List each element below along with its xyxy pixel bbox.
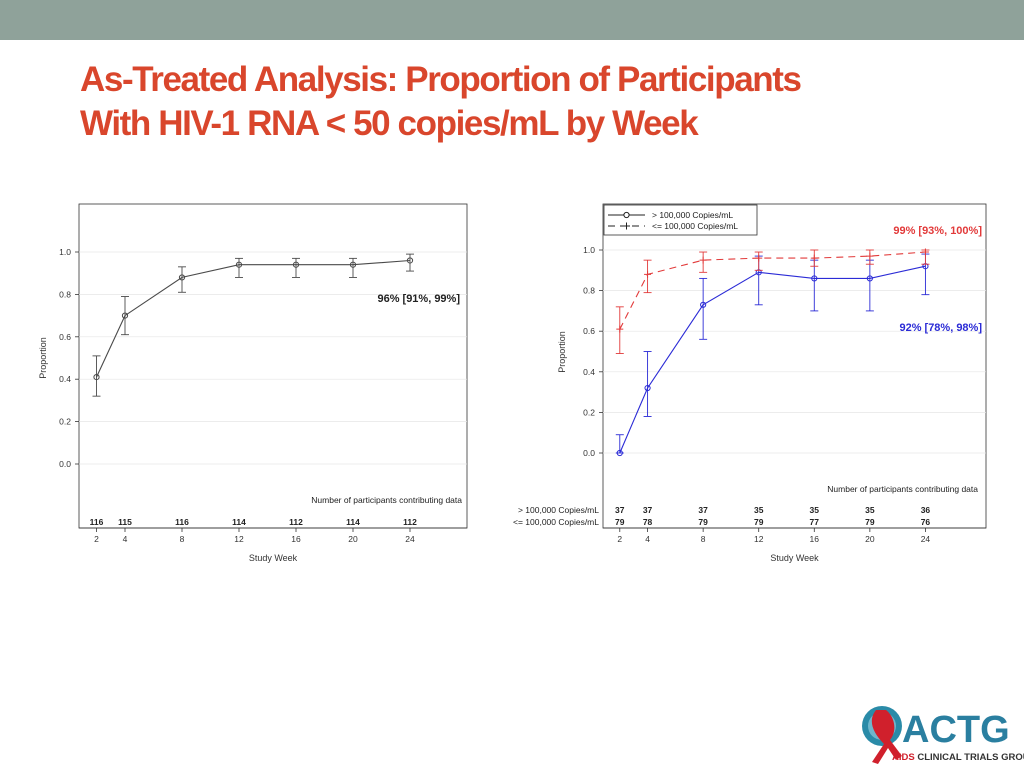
y-tick-label: 0.4 — [59, 374, 71, 384]
y-tick-label: 0.0 — [59, 459, 71, 469]
legend-box — [603, 204, 758, 236]
slide-title: As-Treated Analysis: Proportion of Parti… — [80, 58, 980, 146]
y-tick-label: 0.6 — [583, 326, 595, 336]
overall-result-annotation: 96% [91%, 99%] — [377, 293, 460, 305]
participant-count: 114 — [232, 517, 246, 527]
ribbon-icon — [862, 706, 902, 764]
y-axis-label: Proportion — [38, 337, 48, 379]
data-point — [866, 252, 874, 260]
x-tick-label: 4 — [645, 534, 650, 544]
participant-count: 35 — [810, 505, 820, 515]
data-point — [349, 261, 357, 268]
actg-logo: ACTG AIDS CLINICAL TRIALS GROUP — [862, 706, 1024, 764]
counts-row-label: <= 100,000 Copies/mL — [513, 517, 599, 527]
data-point — [866, 275, 873, 282]
participant-count: 114 — [346, 517, 360, 527]
participant-count: 35 — [865, 505, 875, 515]
data-point — [699, 256, 707, 264]
y-tick-label: 0.4 — [583, 367, 595, 377]
legend-label: > 100,000 Copies/mL — [652, 210, 733, 220]
x-axis-label: Study Week — [249, 553, 298, 563]
top-banner — [0, 0, 1024, 40]
participant-count: 79 — [865, 517, 875, 527]
title-line-1: As-Treated Analysis: Proportion of Parti… — [80, 60, 802, 99]
y-tick-label: 0.8 — [583, 286, 595, 296]
counts-caption: Number of participants contributing data — [827, 484, 978, 494]
participant-count: 112 — [403, 517, 417, 527]
data-point — [406, 257, 414, 264]
participant-count: 79 — [615, 517, 625, 527]
y-tick-label: 0.2 — [59, 417, 71, 427]
data-point — [755, 254, 763, 262]
high-vl-result-annotation: 92% [78%, 98%] — [899, 322, 982, 334]
x-tick-label: 12 — [234, 534, 244, 544]
participant-count: 79 — [698, 517, 708, 527]
logo-wordmark: ACTG — [902, 709, 1010, 751]
participant-count: 112 — [289, 517, 303, 527]
y-tick-label: 1.0 — [59, 247, 71, 257]
x-tick-label: 12 — [754, 534, 764, 544]
logo-tagline-rest: CLINICAL TRIALS GROUP — [915, 752, 1024, 763]
y-tick-label: 1.0 — [583, 245, 595, 255]
data-point — [178, 274, 186, 281]
data-point — [921, 248, 929, 256]
participant-count: 115 — [118, 517, 132, 527]
data-point — [93, 373, 100, 381]
participant-count: 79 — [754, 517, 764, 527]
x-tick-label: 20 — [348, 534, 358, 544]
data-point — [292, 261, 300, 268]
x-tick-label: 4 — [123, 534, 128, 544]
y-tick-label: 0.8 — [59, 289, 71, 299]
legend-label: <= 100,000 Copies/mL — [652, 221, 738, 231]
title-line-2: With HIV-1 RNA < 50 copies/mL by Week — [80, 104, 699, 143]
participant-count: 77 — [810, 517, 820, 527]
x-axis-label: Study Week — [770, 553, 819, 563]
data-point — [644, 270, 652, 278]
participant-count: 78 — [643, 517, 653, 527]
y-tick-label: 0.6 — [59, 332, 71, 342]
participant-count: 37 — [615, 505, 625, 515]
data-point — [811, 275, 818, 282]
data-point — [700, 301, 707, 308]
x-tick-label: 2 — [617, 534, 622, 544]
x-tick-label: 20 — [865, 534, 875, 544]
x-tick-label: 2 — [94, 534, 99, 544]
participant-count: 37 — [643, 505, 653, 515]
legend-marker — [623, 222, 630, 230]
y-tick-label: 0.0 — [583, 448, 595, 458]
data-point — [235, 261, 243, 268]
plot-frame — [602, 203, 987, 529]
x-tick-label: 8 — [701, 534, 706, 544]
logo-tagline-aids: AIDS — [892, 752, 915, 763]
participant-count: 35 — [754, 505, 764, 515]
series-line-0 — [619, 265, 926, 454]
participant-count: 76 — [921, 517, 931, 527]
data-point — [616, 449, 623, 457]
x-tick-label: 24 — [921, 534, 931, 544]
x-tick-label: 24 — [405, 534, 415, 544]
low-vl-result-annotation: 99% [93%, 100%] — [893, 225, 982, 237]
participant-count: 116 — [175, 517, 189, 527]
participant-count: 36 — [921, 505, 931, 515]
participant-count: 116 — [90, 517, 104, 527]
x-tick-label: 16 — [810, 534, 820, 544]
participant-count: 37 — [698, 505, 708, 515]
data-point — [810, 254, 818, 262]
x-tick-label: 8 — [180, 534, 185, 544]
y-axis-label: Proportion — [557, 331, 567, 373]
counts-row-label: > 100,000 Copies/mL — [518, 505, 599, 515]
data-point — [121, 312, 129, 319]
y-tick-label: 0.2 — [583, 407, 595, 417]
counts-caption: Number of participants contributing data — [311, 495, 462, 505]
x-tick-label: 16 — [291, 534, 301, 544]
legend-marker — [623, 211, 630, 219]
data-point — [616, 325, 624, 333]
logo-tagline: AIDS CLINICAL TRIALS GROUP — [892, 752, 1024, 763]
data-point — [644, 384, 651, 392]
